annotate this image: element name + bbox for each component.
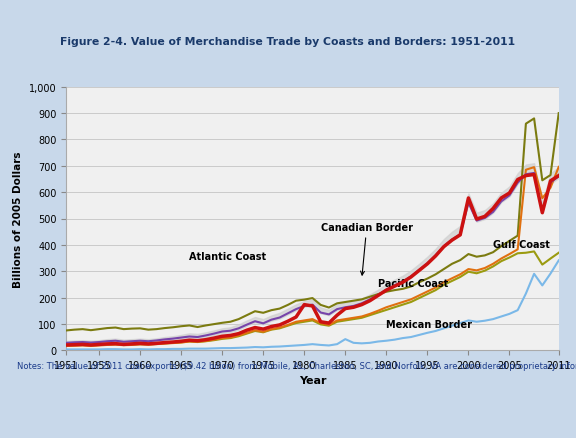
Text: Canadian Border: Canadian Border xyxy=(321,223,412,276)
Text: Gulf Coast: Gulf Coast xyxy=(493,239,550,249)
Text: Pacific Coast: Pacific Coast xyxy=(378,278,448,288)
Text: Figure 2-4. Value of Merchandise Trade by Coasts and Borders: 1951-2011: Figure 2-4. Value of Merchandise Trade b… xyxy=(60,37,516,47)
Y-axis label: Billions of 2005 Dollars: Billions of 2005 Dollars xyxy=(13,151,24,287)
X-axis label: Year: Year xyxy=(299,376,326,385)
Text: Notes: The value of 2011 coal exports ($9.42 bilion) from Mobile, AL, Charleston: Notes: The value of 2011 coal exports ($… xyxy=(17,361,576,371)
Text: Atlantic Coast: Atlantic Coast xyxy=(190,251,267,261)
Text: Mexican Border: Mexican Border xyxy=(386,319,472,329)
